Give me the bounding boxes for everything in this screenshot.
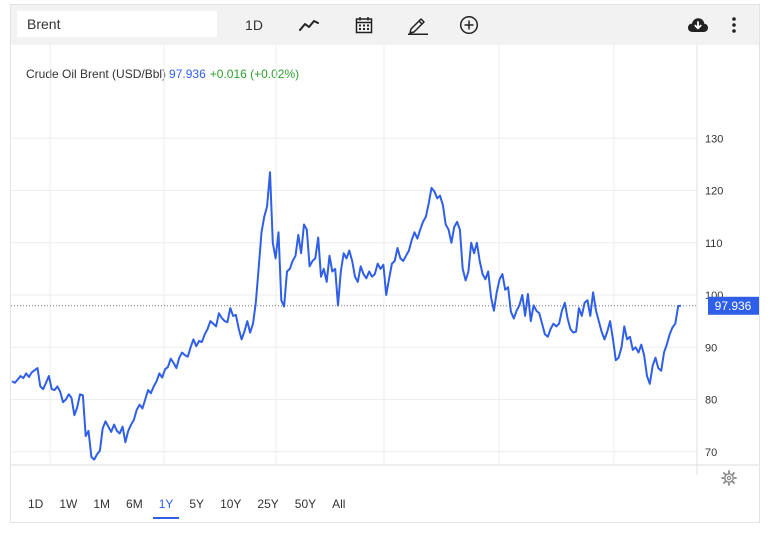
calendar-icon xyxy=(355,17,373,34)
x-tick-label: Nov xyxy=(41,474,61,475)
price-chart[interactable]: 708090100110120130Nov2022MarMayJulSep 97… xyxy=(11,45,759,475)
x-tick-label: Sep xyxy=(604,474,624,475)
gear-icon xyxy=(721,470,737,486)
last-price-badge xyxy=(708,296,759,315)
range-1y[interactable]: 1Y xyxy=(152,497,179,519)
cloud-download-icon xyxy=(688,18,708,32)
x-tick-label: May xyxy=(375,474,396,475)
range-10y[interactable]: 10Y xyxy=(220,497,242,511)
legend: Crude Oil Brent (USD/Bbl) 97.936 +0.016 (+… xyxy=(26,67,299,81)
y-tick-label: 110 xyxy=(705,238,723,250)
range-6m[interactable]: 6M xyxy=(126,497,143,511)
chart-widget: 1D Crude Oil Brent (USD/Bbl)97.936+0.016… xyxy=(10,4,760,523)
chart-area: Crude Oil Brent (USD/Bbl) 97.936 +0.016 (+… xyxy=(11,45,759,523)
compare-button[interactable] xyxy=(455,13,483,37)
x-tick-label: Jul xyxy=(493,474,507,475)
line-chart-icon xyxy=(299,20,319,31)
range-1d[interactable]: 1D xyxy=(28,497,44,511)
plus-circle-icon xyxy=(459,15,479,35)
legend-name: Crude Oil Brent (USD/Bbl) xyxy=(26,67,167,81)
x-tick-label: 2022 xyxy=(153,474,177,475)
interval-button[interactable]: 1D xyxy=(239,13,269,37)
pencil-icon xyxy=(408,18,428,35)
chart-type-button[interactable] xyxy=(295,13,323,37)
y-tick-label: 70 xyxy=(705,447,717,459)
symbol-search-input[interactable] xyxy=(17,11,217,37)
settings-button[interactable] xyxy=(721,470,739,488)
range-50y[interactable]: 50Y xyxy=(294,497,317,511)
price-series-line[interactable] xyxy=(11,171,682,461)
interval-label: 1D xyxy=(245,17,263,33)
range-5y[interactable]: 5Y xyxy=(189,497,205,511)
last-price-label: 97.936 xyxy=(715,299,752,313)
draw-button[interactable] xyxy=(404,13,432,37)
legend-change: +0.016 (+0.02%) xyxy=(209,67,300,81)
toolbar: 1D xyxy=(11,5,759,45)
range-25y[interactable]: 25Y xyxy=(257,497,279,511)
y-tick-label: 120 xyxy=(705,186,723,198)
y-tick-label: 90 xyxy=(705,342,717,354)
y-tick-label: 80 xyxy=(705,395,717,407)
x-tick-label: Mar xyxy=(267,474,286,475)
range-1w[interactable]: 1W xyxy=(59,497,78,511)
range-1m[interactable]: 1M xyxy=(93,497,111,511)
range-all[interactable]: All xyxy=(332,497,346,511)
calendar-button[interactable] xyxy=(350,13,378,37)
range-selector: 1D 1W 1M 6M 1Y 5Y 10Y 25Y 50Y All xyxy=(28,497,361,519)
more-menu-button[interactable] xyxy=(727,13,741,37)
download-button[interactable] xyxy=(685,13,711,37)
more-vertical-icon xyxy=(732,17,736,33)
y-tick-label: 130 xyxy=(705,133,723,145)
legend-price: 97.936 xyxy=(169,67,206,81)
